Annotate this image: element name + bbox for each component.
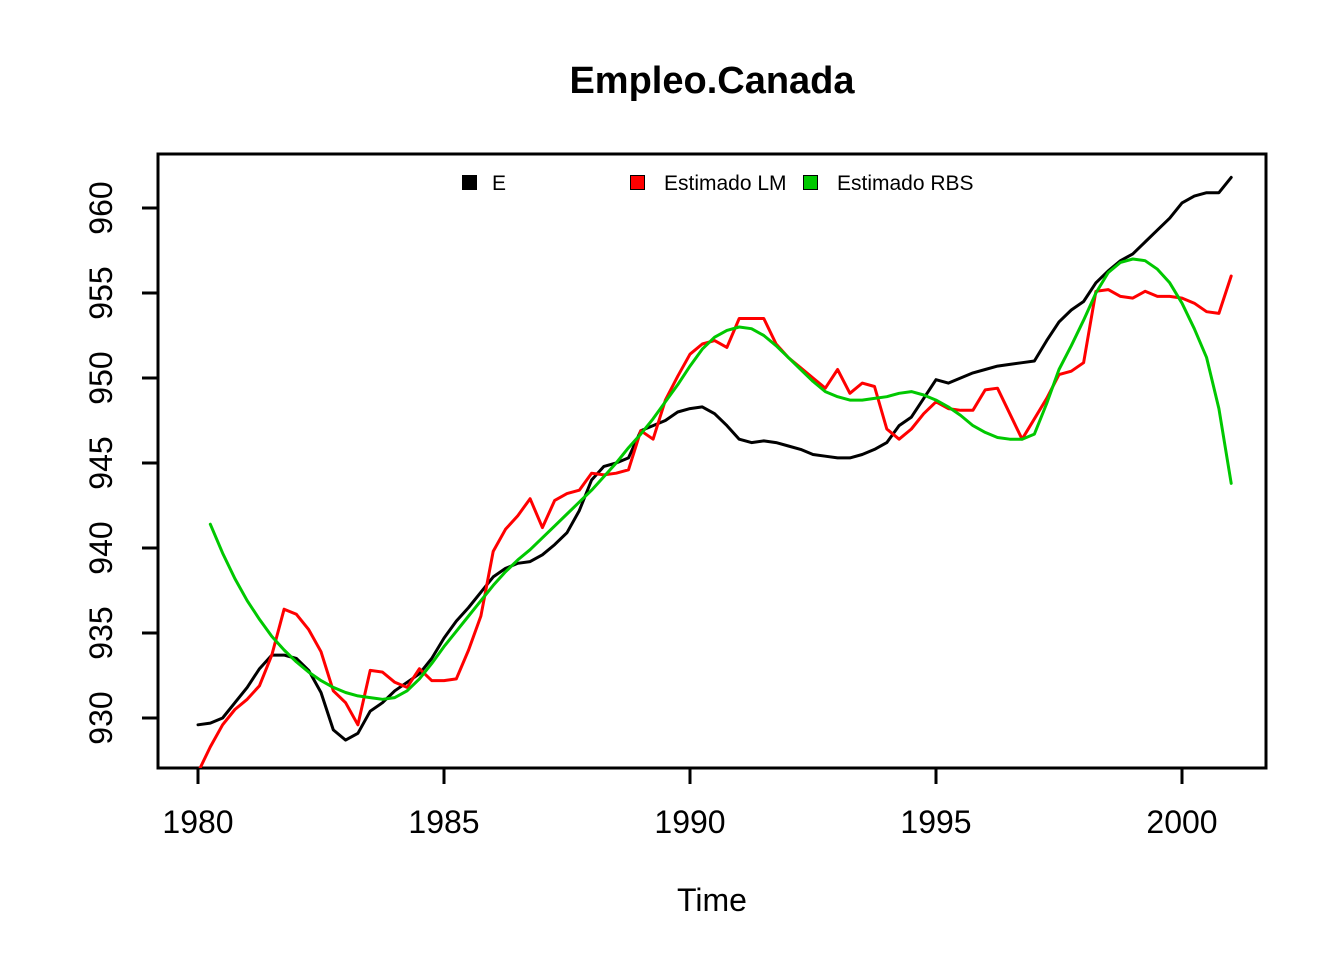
series-line-estimado-rbs bbox=[208, 257, 1233, 701]
y-tick-label: 930 bbox=[83, 691, 119, 744]
y-tick-label: 950 bbox=[83, 351, 119, 404]
y-tick-label: 940 bbox=[83, 521, 119, 574]
legend-marker-estimado-rbs bbox=[803, 175, 818, 190]
y-tick-label: 960 bbox=[83, 181, 119, 234]
y-tick-label: 945 bbox=[83, 436, 119, 489]
x-axis-title: Time bbox=[677, 882, 747, 918]
x-tick-label: 1985 bbox=[408, 804, 479, 840]
y-tick-label: 955 bbox=[83, 266, 119, 319]
y-tick-label: 935 bbox=[83, 606, 119, 659]
legend-label-estimado-rbs: Estimado RBS bbox=[837, 172, 974, 195]
plot-frame bbox=[156, 152, 1268, 770]
legend-marker-e bbox=[462, 175, 477, 190]
x-tick-label: 1980 bbox=[162, 804, 233, 840]
legend-label-e: E bbox=[492, 172, 507, 195]
x-tick-label: 1990 bbox=[654, 804, 725, 840]
x-tick-label: 2000 bbox=[1146, 804, 1217, 840]
series-line-estimado-lm bbox=[198, 274, 1233, 768]
series-line-e bbox=[196, 175, 1233, 742]
legend-marker-estimado-lm bbox=[630, 175, 645, 190]
x-tick-label: 1995 bbox=[900, 804, 971, 840]
chart-title: Empleo.Canada bbox=[569, 60, 855, 102]
legend-label-estimado-lm: Estimado LM bbox=[664, 172, 787, 195]
